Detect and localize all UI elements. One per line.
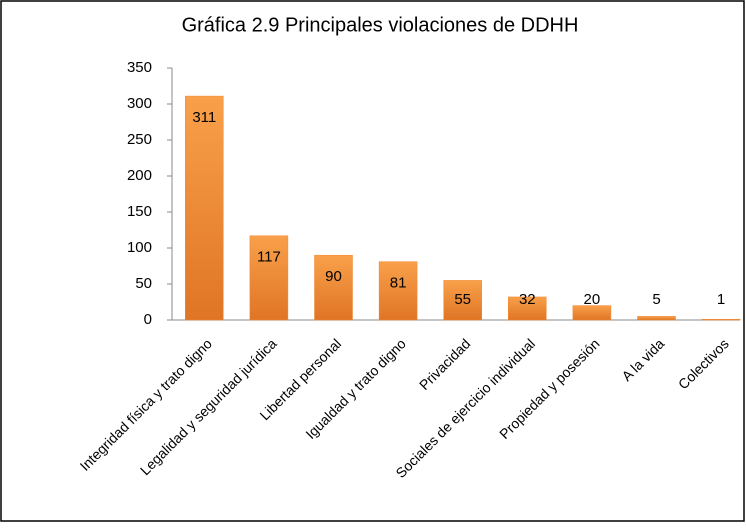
y-tick-label: 50: [135, 275, 152, 292]
data-label: 1: [717, 291, 725, 308]
bar: [443, 280, 482, 321]
y-tick-label: 250: [127, 131, 152, 148]
bar: [249, 235, 289, 321]
y-tick-label: 100: [127, 239, 152, 256]
bar: [314, 254, 353, 321]
data-label: 55: [454, 291, 471, 308]
bar: [701, 319, 741, 321]
y-tick-label: 200: [127, 167, 152, 184]
data-label: 20: [584, 291, 601, 308]
chart-title: Gráfica 2.9 Principales violaciones de D…: [182, 14, 579, 36]
y-tick-label: 350: [127, 59, 152, 76]
data-label: 5: [652, 291, 660, 308]
bar: [378, 261, 418, 321]
bar: [185, 95, 224, 321]
bar: [637, 316, 676, 321]
data-label: 311: [192, 109, 216, 126]
data-label: 32: [519, 291, 536, 308]
data-label: 117: [257, 249, 281, 266]
bar: [508, 296, 547, 321]
data-label: 81: [390, 275, 407, 292]
data-label: 90: [325, 268, 342, 285]
y-tick-label: 300: [127, 95, 152, 112]
y-tick-label: 150: [127, 203, 152, 220]
y-tick-label: 0: [144, 311, 152, 328]
bar: [572, 305, 612, 321]
